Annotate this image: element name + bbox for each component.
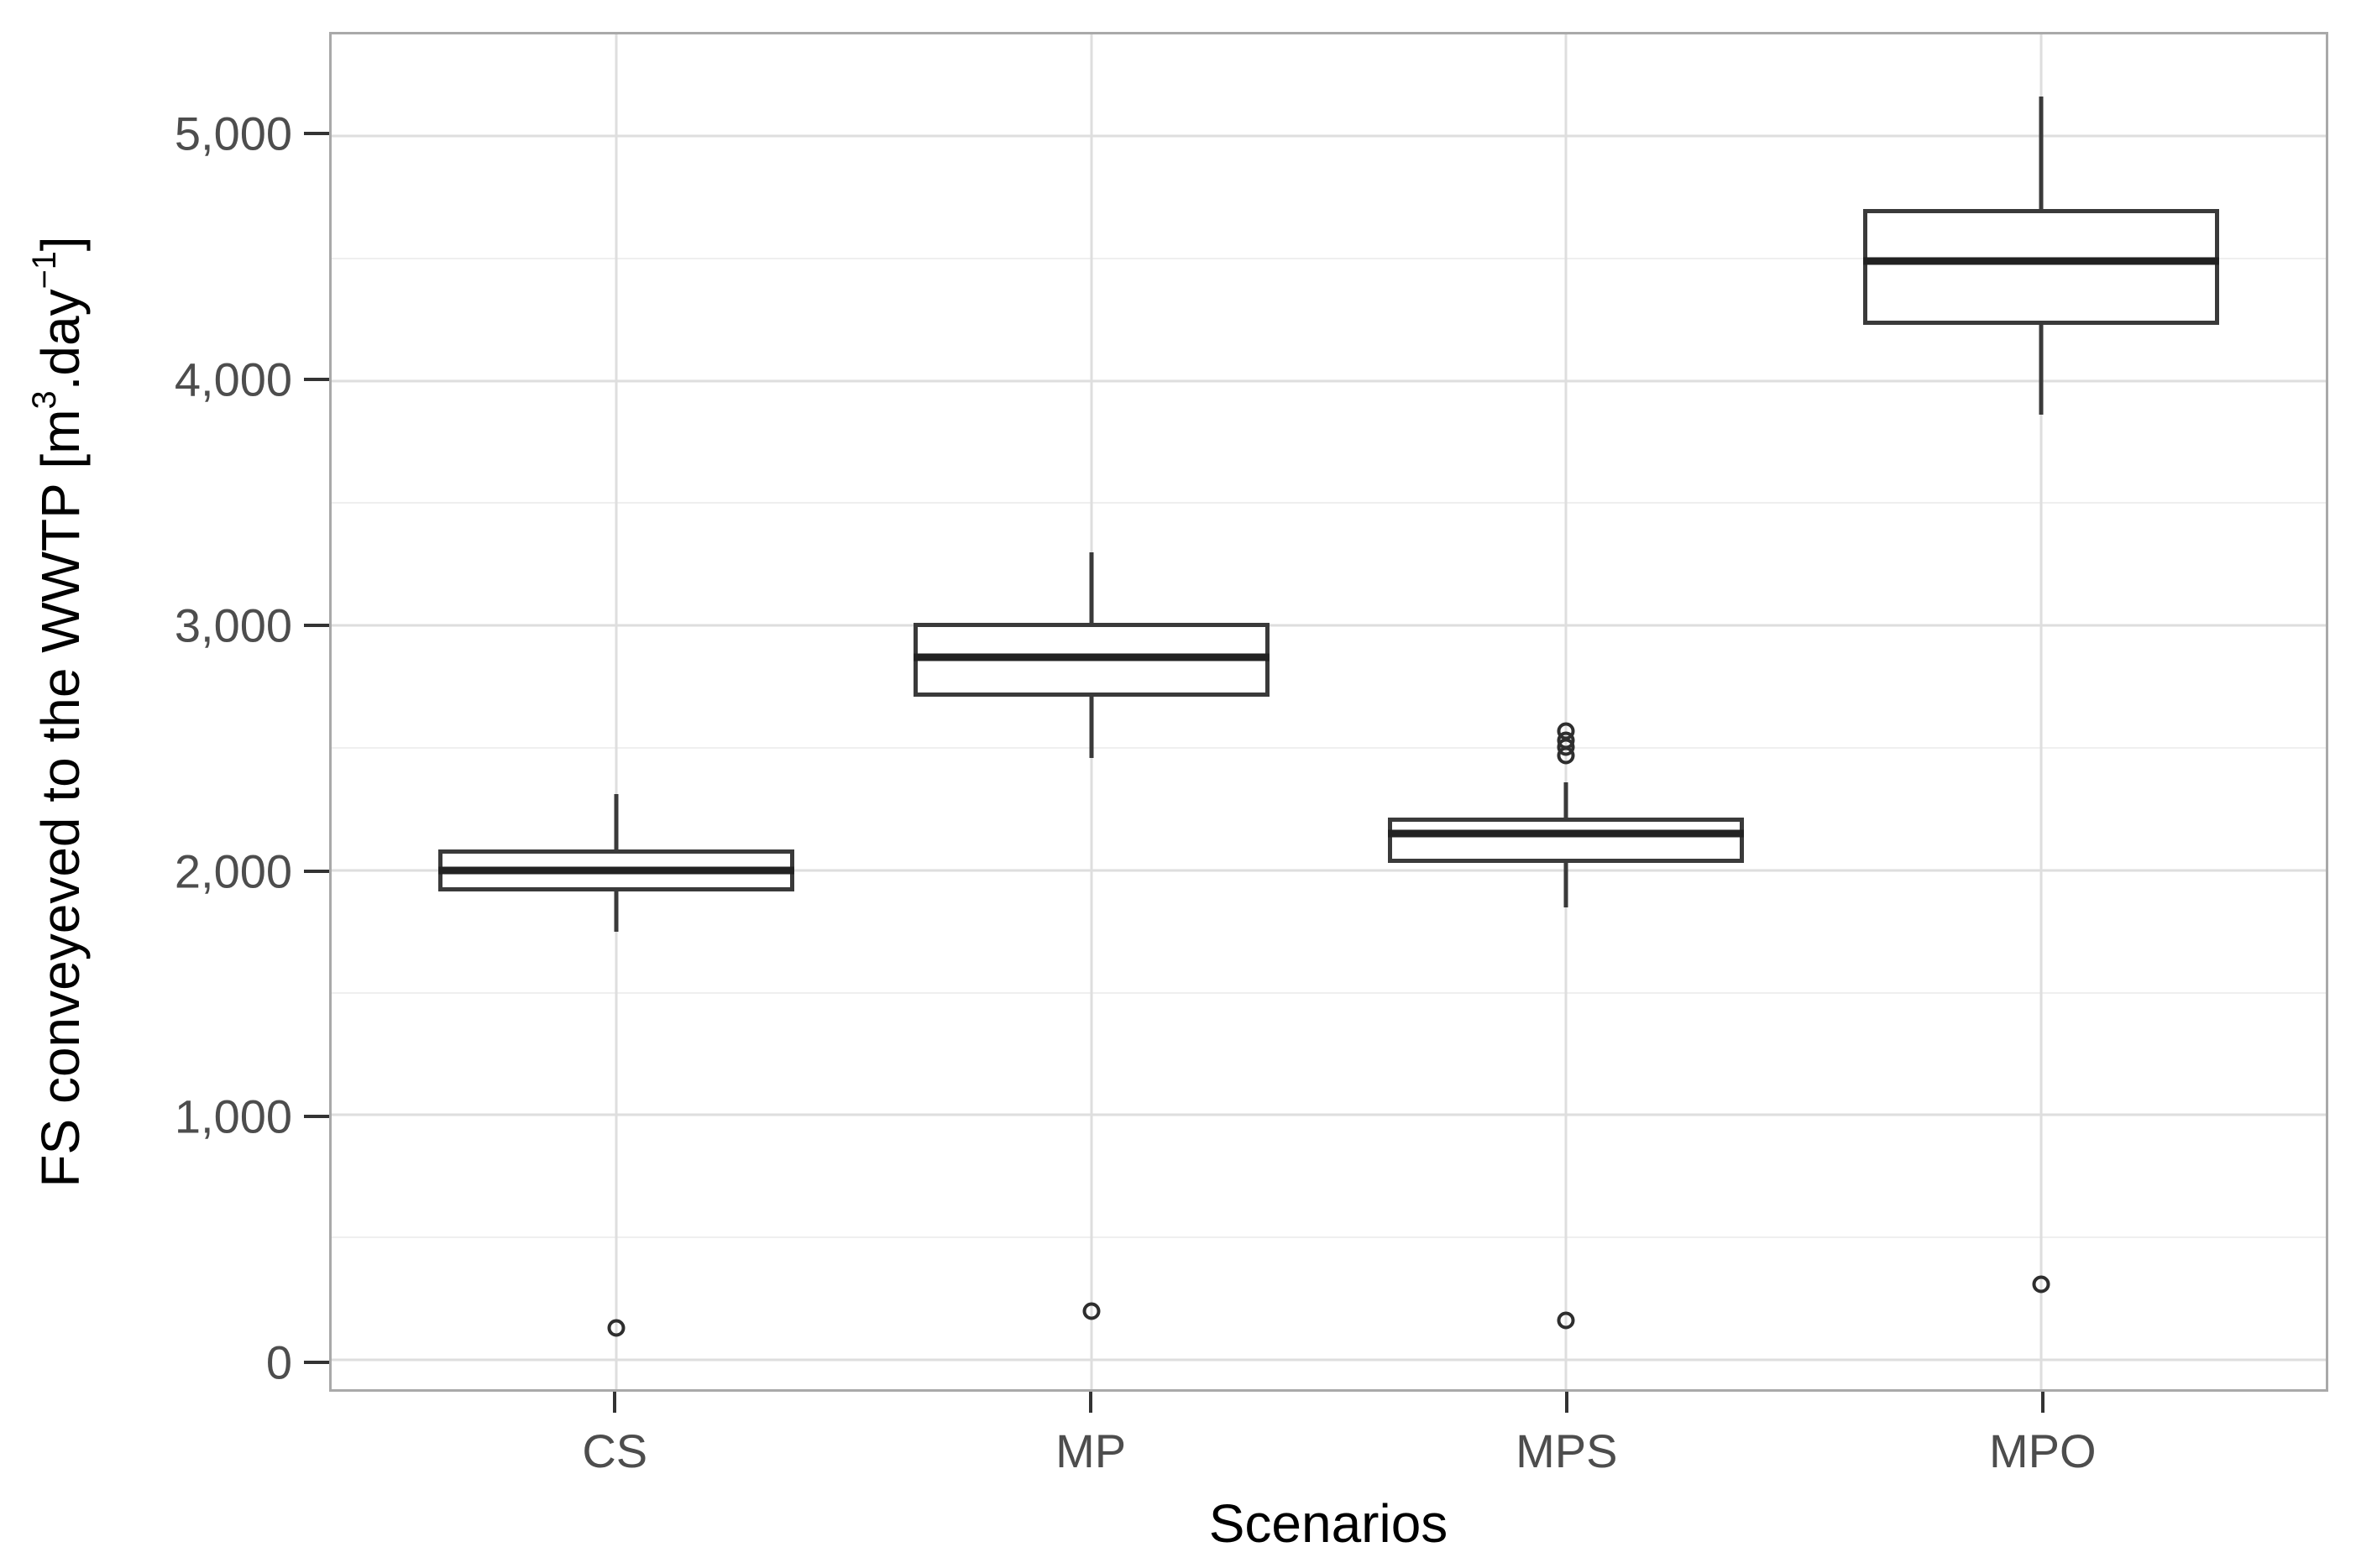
gridline-major (332, 624, 2326, 627)
outlier-point (1082, 1302, 1101, 1320)
gridline-vertical (615, 34, 618, 1389)
gridline-vertical (1564, 34, 1568, 1389)
y-tick-mark (304, 1115, 329, 1119)
median-line (1388, 829, 1745, 838)
plot-panel (329, 32, 2328, 1392)
outlier-point (2032, 1275, 2050, 1294)
median-line (438, 866, 795, 875)
median-line (1862, 257, 2219, 265)
whisker-lower (2039, 324, 2044, 416)
gridline-vertical (2039, 34, 2043, 1389)
outlier-point (1557, 722, 1575, 740)
x-tick-label-mp: MP (1055, 1424, 1127, 1477)
x-tick-mark (613, 1392, 617, 1413)
x-tick-mark (1089, 1392, 1093, 1413)
y-tick-label: 2,000 (174, 844, 292, 897)
y-tick-mark (304, 378, 329, 382)
whisker-lower (614, 891, 619, 932)
y-tick-label: 3,000 (174, 598, 292, 652)
y-tick-mark (304, 132, 329, 136)
gridline-minor (332, 257, 2326, 259)
x-axis: CS MP MPS MPO (329, 1392, 2328, 1560)
whisker-upper (614, 794, 619, 850)
x-tick-label-cs: CS (582, 1424, 648, 1477)
whisker-upper (1089, 551, 1094, 624)
x-tick-label-mps: MPS (1516, 1424, 1618, 1477)
box-iqr (1388, 818, 1745, 864)
y-tick-label: 1,000 (174, 1090, 292, 1143)
whisker-upper (2039, 97, 2044, 210)
gridline-major (332, 869, 2326, 872)
y-tick-mark (304, 1360, 329, 1364)
gridline-major (332, 1358, 2326, 1362)
gridline-major (332, 1113, 2326, 1116)
gridline-minor (332, 1236, 2326, 1239)
y-tick-mark (304, 623, 329, 627)
x-tick-mark (1564, 1392, 1568, 1413)
x-axis-title: Scenarios (1208, 1493, 1448, 1554)
whisker-upper (1563, 781, 1568, 818)
y-tick-mark (304, 869, 329, 873)
y-tick-label: 4,000 (174, 353, 292, 406)
median-line (913, 653, 1270, 661)
whisker-lower (1089, 696, 1094, 758)
x-tick-mark (2040, 1392, 2044, 1413)
gridline-major (332, 379, 2326, 383)
x-tick-label-mpo: MPO (1988, 1424, 2097, 1477)
whisker-lower (1563, 863, 1568, 907)
y-tick-label: 5,000 (174, 107, 292, 160)
y-axis: 0 1,000 2,000 3,000 4,000 5,000 (0, 32, 329, 1392)
y-tick-label: 0 (265, 1335, 292, 1389)
outlier-point (1557, 1311, 1575, 1330)
box-iqr (1862, 209, 2219, 325)
gridline-minor (332, 991, 2326, 994)
gridline-minor (332, 502, 2326, 504)
gridline-major (332, 134, 2326, 138)
outlier-point (607, 1319, 626, 1337)
gridline-minor (332, 747, 2326, 749)
